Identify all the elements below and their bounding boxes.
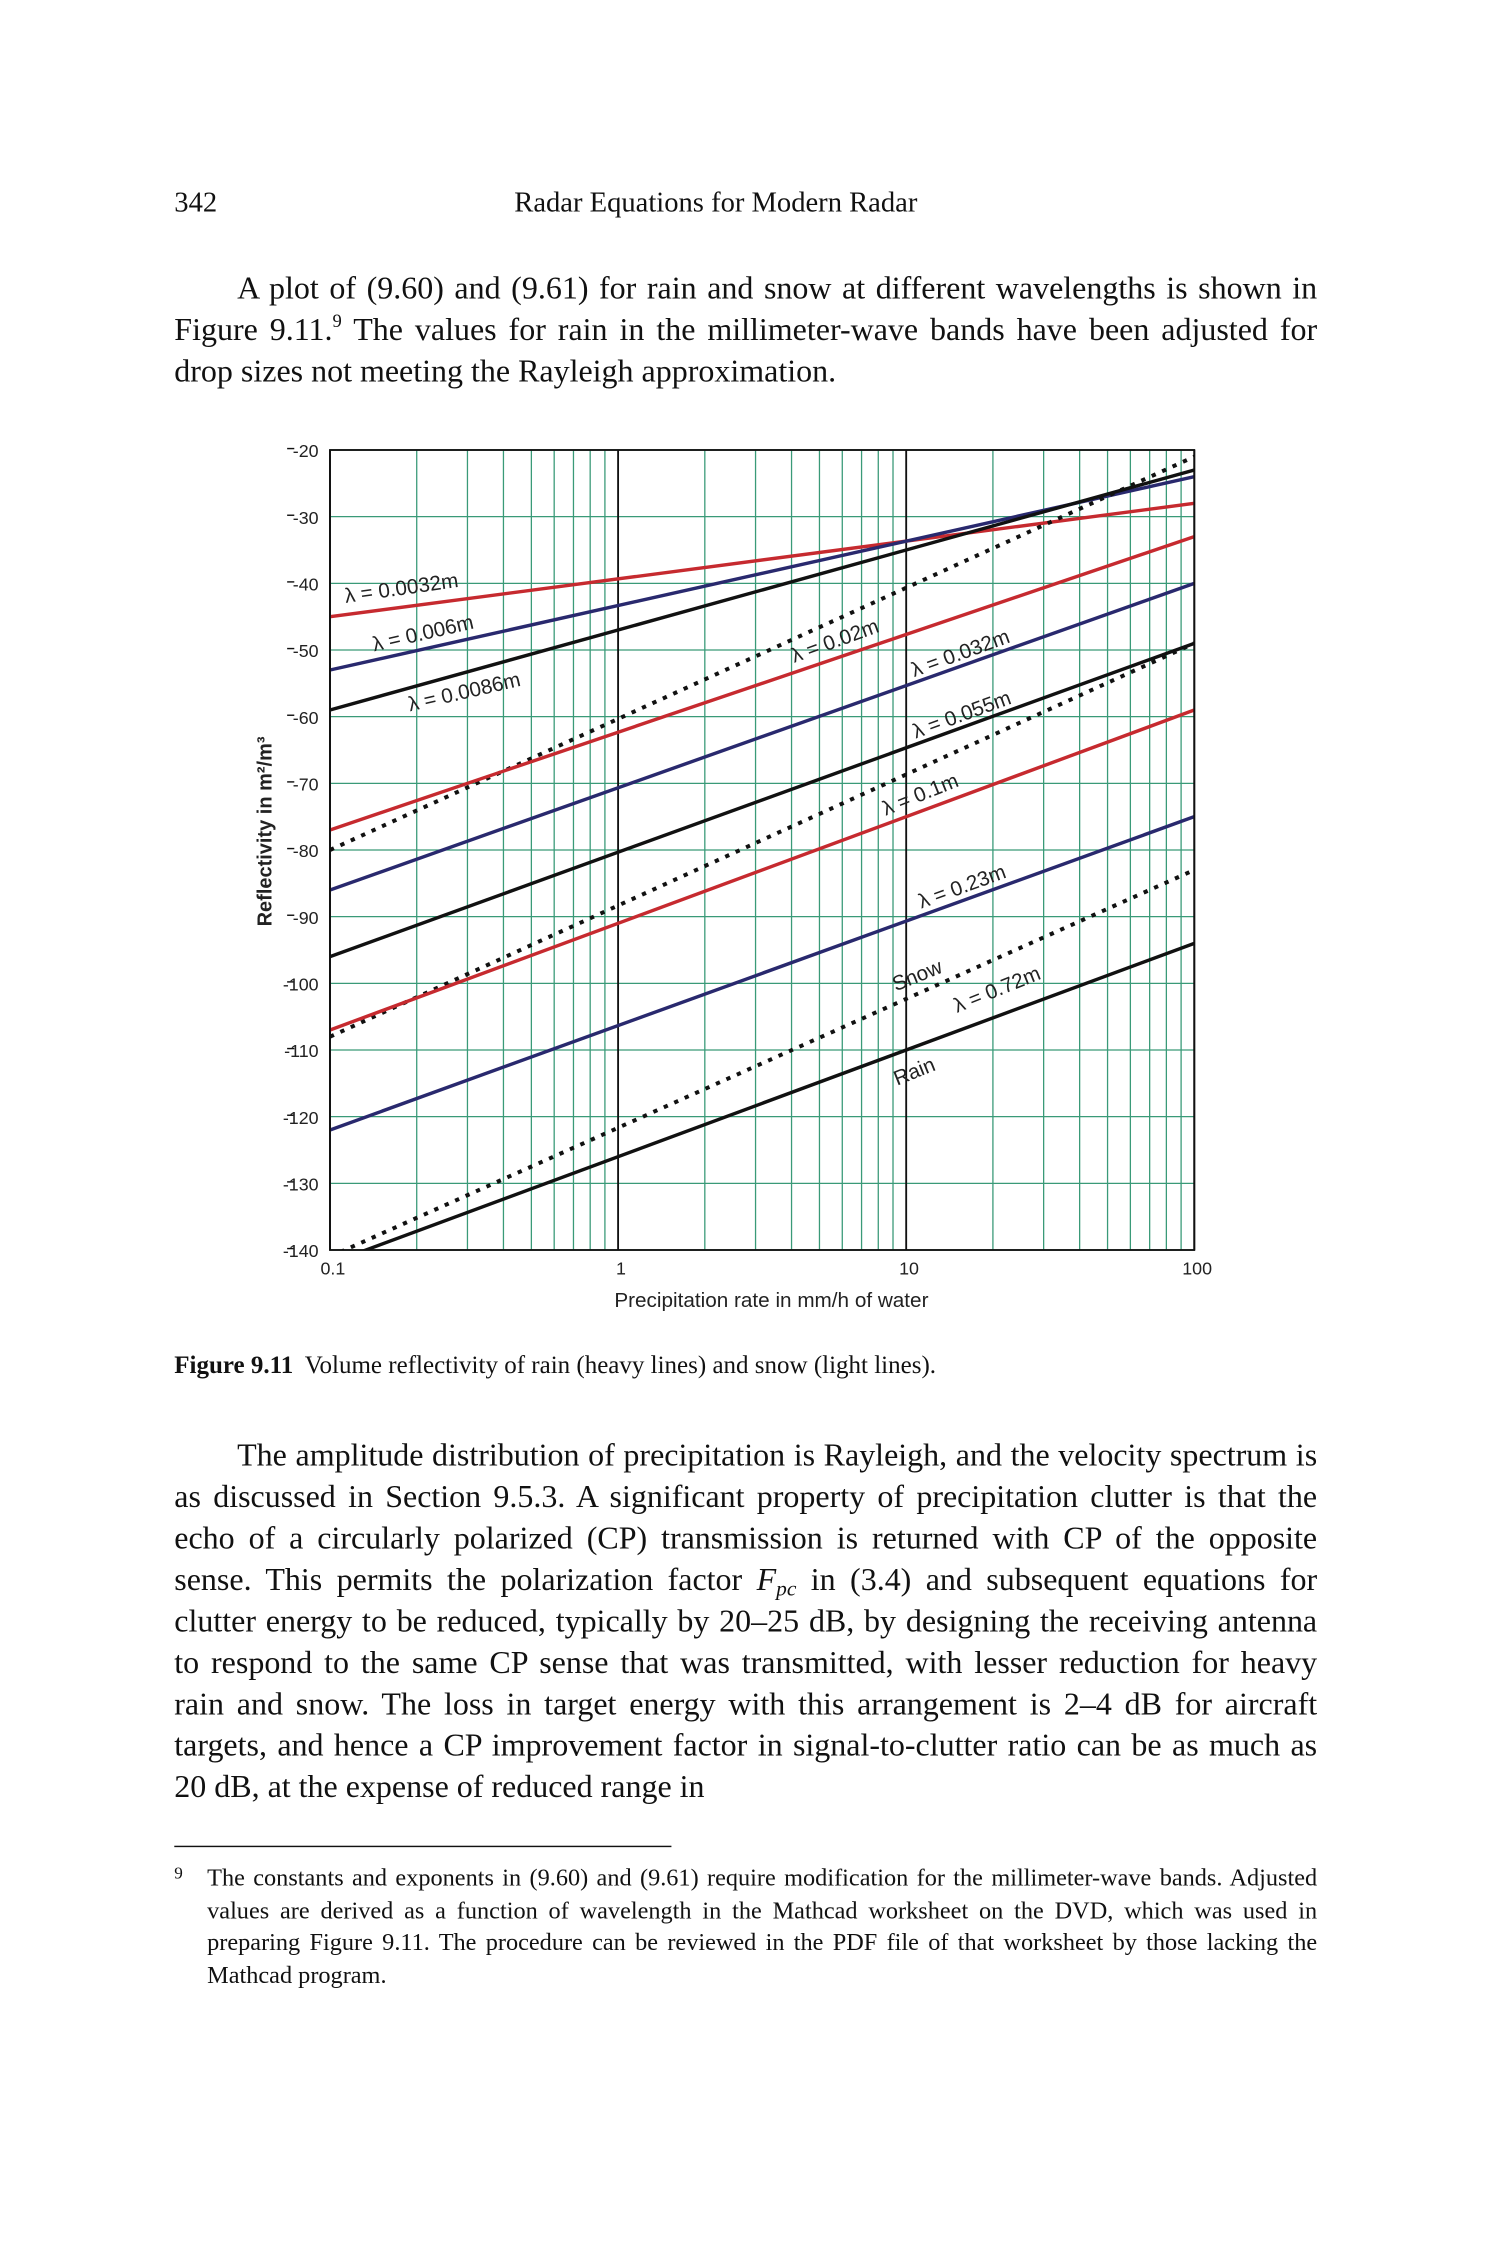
series-line — [329, 641, 1195, 1039]
plot-frame — [329, 449, 1196, 1251]
symbol: F — [756, 1561, 777, 1598]
y-axis-label: Reflectivity in m²/m³ — [254, 736, 276, 926]
page-number: 342 — [174, 187, 218, 219]
x-axis-label: Precipitation rate in mm/h of water — [614, 1289, 928, 1312]
y-tick-label: -30 — [293, 508, 319, 528]
chart: -20 -30 -40 -50 -60 -70 -80 -90 -100 -110 -120 -130… — [254, 441, 1212, 1312]
x-tick-label: 10 — [899, 1258, 919, 1278]
text: The values for rain in the millimeter-wa… — [174, 311, 1318, 389]
text: in (3.4) and subsequent equations for cl… — [174, 1561, 1318, 1805]
series-line — [329, 535, 1195, 832]
caption-label: Figure 9.11 — [174, 1349, 294, 1379]
series-line — [329, 641, 1195, 959]
x-tick-label: 100 — [1182, 1258, 1212, 1278]
y-tick-label: -70 — [293, 774, 319, 794]
subscript: pc — [776, 1578, 797, 1602]
lines — [329, 454, 1195, 1250]
series-line — [329, 815, 1195, 1132]
line-annotation: λ = 0.23m — [915, 860, 1009, 913]
paragraph: A plot of (9.60) and (9.61) for rain and… — [174, 267, 1317, 391]
series-line — [329, 708, 1195, 1032]
y-tick-label: -60 — [293, 708, 319, 728]
x-tick-label: 1 — [616, 1258, 626, 1278]
footnote: 9 The constants and exponents in (9.60) a… — [174, 1863, 1317, 1993]
series-line — [361, 941, 1195, 1250]
series-line — [340, 868, 1195, 1250]
line-annotation: λ = 0.0086m — [406, 668, 523, 716]
y-tick-label: -80 — [293, 841, 319, 861]
footnote-text: The constants and exponents in (9.60) an… — [207, 1864, 1318, 1989]
line-annotation: Snow — [889, 955, 946, 996]
caption-text: Volume reflectivity of rain (heavy lines… — [304, 1349, 937, 1379]
y-tick-label: -140 — [283, 1241, 319, 1261]
series-line — [329, 501, 1195, 619]
y-tick-label: -90 — [293, 908, 319, 928]
running-title: Radar Equations for Modern Radar — [514, 187, 918, 219]
footnote-rule — [174, 1845, 672, 1848]
series-line — [329, 454, 1195, 852]
y-tick-label: -110 — [284, 1041, 318, 1061]
line-annotation: λ = 0.72m — [950, 962, 1043, 1018]
text: The amplitude distribution of precipitat… — [174, 1437, 1318, 1598]
y-tick-label: -20 — [293, 441, 319, 461]
x-tick-label: 0.1 — [320, 1258, 345, 1278]
y-tick-label: -40 — [293, 574, 319, 594]
y-tick-label: -50 — [293, 641, 319, 661]
series-line — [329, 581, 1195, 892]
y-tick-label: -100 — [283, 974, 319, 994]
grid — [329, 449, 1196, 1251]
paragraph: The amplitude distribution of precipitat… — [174, 1434, 1317, 1807]
line-annotation: Rain — [890, 1053, 938, 1090]
y-tick-label: -120 — [283, 1108, 319, 1128]
footnote-marker: 9 — [174, 1862, 183, 1883]
figure-caption: Figure 9.11 Volume reflectivity of rain (… — [174, 1350, 936, 1380]
series-line — [329, 468, 1195, 712]
y-tick-label: -130 — [283, 1174, 319, 1194]
text: A plot of (9.60) and (9.61) for rain and… — [174, 269, 1318, 348]
footnote-ref: 9 — [332, 309, 342, 332]
